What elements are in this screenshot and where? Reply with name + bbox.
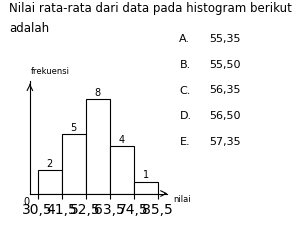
Text: 1: 1 xyxy=(143,171,149,180)
Text: C.: C. xyxy=(179,86,191,95)
Text: B.: B. xyxy=(179,60,191,70)
Text: frekuensi: frekuensi xyxy=(31,68,70,76)
Text: 55,50: 55,50 xyxy=(209,60,241,70)
Bar xyxy=(134,182,158,194)
Text: nilai: nilai xyxy=(173,195,190,204)
Bar xyxy=(38,170,62,194)
Text: 57,35: 57,35 xyxy=(209,137,241,147)
Text: 56,35: 56,35 xyxy=(209,86,241,95)
Text: 5: 5 xyxy=(71,123,77,133)
Text: 8: 8 xyxy=(94,88,101,98)
Text: D.: D. xyxy=(179,111,192,121)
Bar xyxy=(110,146,134,194)
Text: 2: 2 xyxy=(46,159,53,169)
Text: A.: A. xyxy=(179,34,190,44)
Text: 56,50: 56,50 xyxy=(209,111,241,121)
Text: adalah: adalah xyxy=(9,22,49,36)
Bar xyxy=(62,134,86,194)
Text: 4: 4 xyxy=(118,135,125,145)
Text: 0: 0 xyxy=(24,197,30,207)
Text: 55,35: 55,35 xyxy=(209,34,241,44)
Bar xyxy=(86,99,110,194)
Text: E.: E. xyxy=(179,137,190,147)
Text: Nilai rata-rata dari data pada histogram berikut: Nilai rata-rata dari data pada histogram… xyxy=(9,2,292,15)
